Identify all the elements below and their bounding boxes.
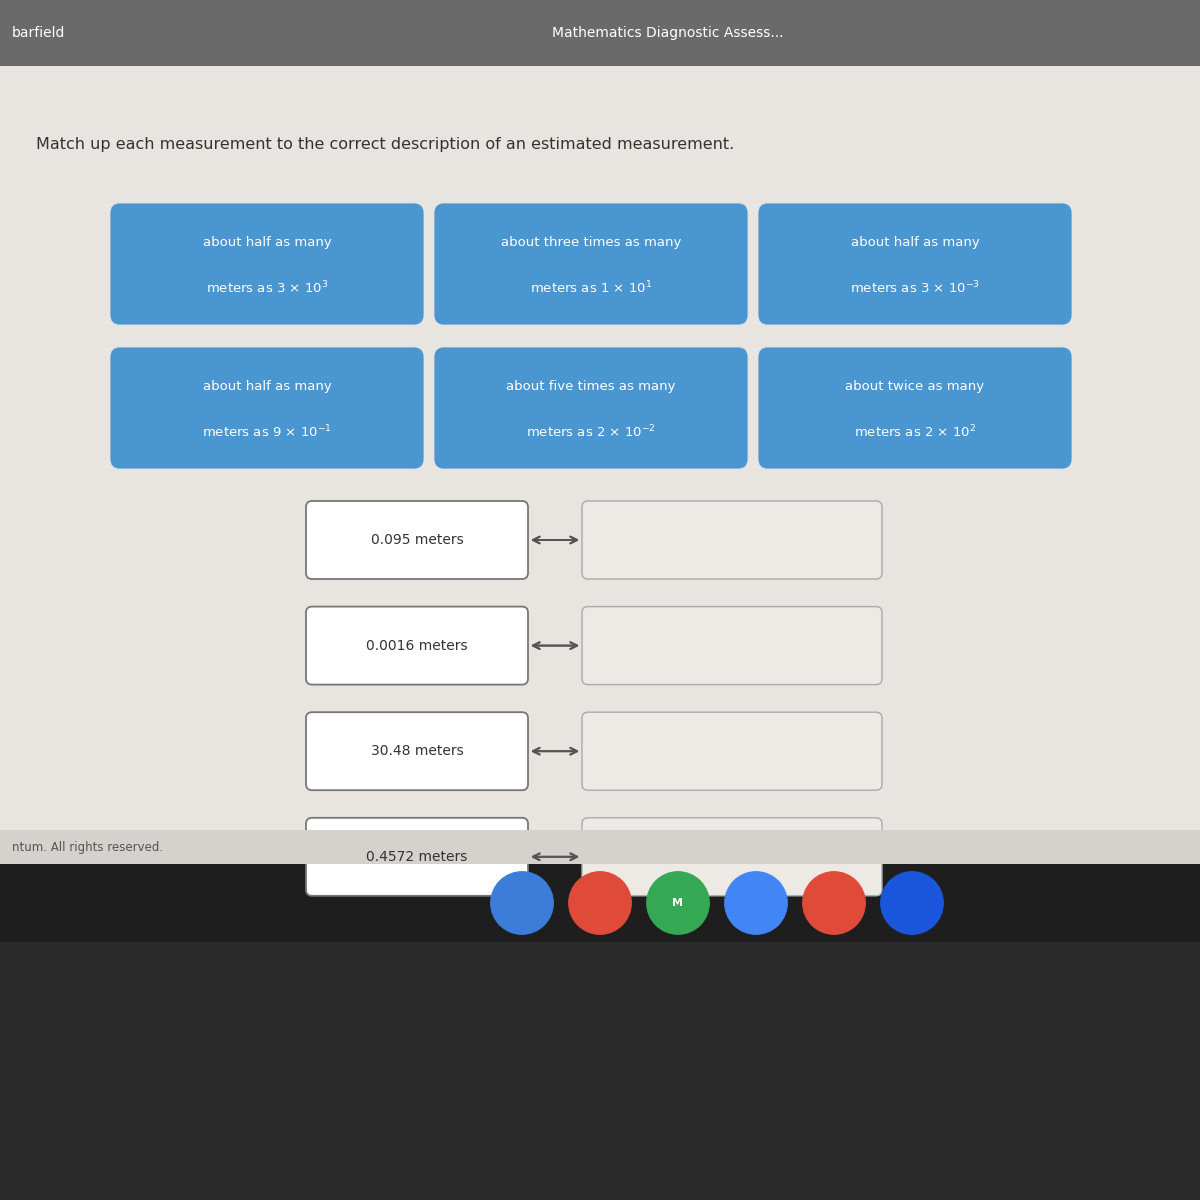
FancyBboxPatch shape [582,818,882,896]
Circle shape [881,871,943,934]
Text: about twice as many: about twice as many [846,380,984,392]
Text: about five times as many: about five times as many [506,380,676,392]
FancyBboxPatch shape [434,203,748,325]
Text: meters as 3 × 10$^{-3}$: meters as 3 × 10$^{-3}$ [850,280,980,296]
FancyBboxPatch shape [110,203,424,325]
Circle shape [803,871,865,934]
FancyBboxPatch shape [582,713,882,791]
FancyBboxPatch shape [0,0,1200,864]
Text: meters as 3 × 10$^{3}$: meters as 3 × 10$^{3}$ [206,280,328,296]
FancyBboxPatch shape [110,348,424,469]
Circle shape [647,871,709,934]
Circle shape [491,871,553,934]
FancyBboxPatch shape [0,0,1200,66]
Text: 0.0016 meters: 0.0016 meters [366,638,468,653]
FancyBboxPatch shape [306,713,528,791]
FancyBboxPatch shape [582,607,882,684]
Text: 0.095 meters: 0.095 meters [371,533,463,547]
Text: meters as 2 × 10$^{2}$: meters as 2 × 10$^{2}$ [854,424,976,440]
Circle shape [569,871,631,934]
Text: about half as many: about half as many [203,380,331,392]
FancyBboxPatch shape [0,864,1200,942]
Text: M: M [672,898,684,908]
FancyBboxPatch shape [0,830,1200,864]
FancyBboxPatch shape [306,607,528,684]
FancyBboxPatch shape [758,203,1072,325]
FancyBboxPatch shape [434,348,748,469]
Text: barfield: barfield [12,26,65,40]
Text: about half as many: about half as many [851,236,979,248]
Text: meters as 1 × 10$^{1}$: meters as 1 × 10$^{1}$ [530,280,652,296]
Text: meters as 2 × 10$^{-2}$: meters as 2 × 10$^{-2}$ [526,424,656,440]
Text: about three times as many: about three times as many [500,236,682,248]
FancyBboxPatch shape [306,818,528,896]
Text: ntum. All rights reserved.: ntum. All rights reserved. [12,841,163,853]
Text: 0.4572 meters: 0.4572 meters [366,850,468,864]
Text: about half as many: about half as many [203,236,331,248]
FancyBboxPatch shape [758,348,1072,469]
Circle shape [725,871,787,934]
FancyBboxPatch shape [306,502,528,578]
Text: Mathematics Diagnostic Assess...: Mathematics Diagnostic Assess... [552,26,784,40]
FancyBboxPatch shape [582,502,882,578]
Text: meters as 9 × 10$^{-1}$: meters as 9 × 10$^{-1}$ [202,424,332,440]
Text: 30.48 meters: 30.48 meters [371,744,463,758]
Text: Match up each measurement to the correct description of an estimated measurement: Match up each measurement to the correct… [36,137,734,151]
